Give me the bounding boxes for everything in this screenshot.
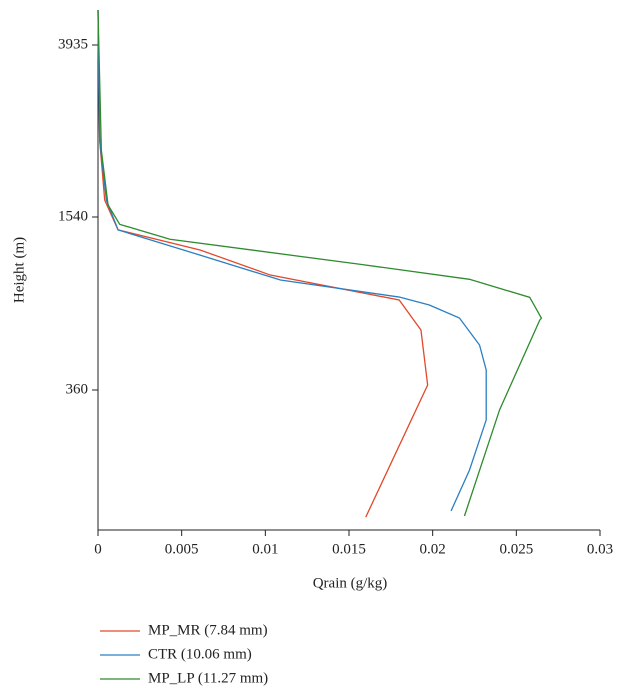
x-tick-label: 0.005 xyxy=(165,541,199,557)
x-tick-label: 0.02 xyxy=(420,541,446,557)
x-tick-label: 0.015 xyxy=(332,541,366,557)
data-line xyxy=(97,9,543,517)
x-tick-label: 0 xyxy=(94,541,102,557)
y-axis-label: Height (m) xyxy=(11,237,27,303)
x-tick-label: 0.03 xyxy=(587,541,613,557)
x-tick-label: 0.025 xyxy=(499,541,533,557)
legend-label: CTR (10.06 mm) xyxy=(148,646,252,662)
y-tick-label: 3935 xyxy=(58,36,88,52)
x-axis-label: Qrain (g/kg) xyxy=(313,575,388,591)
data-line xyxy=(97,9,429,518)
y-tick-label: 1540 xyxy=(58,208,88,224)
data-line xyxy=(97,9,487,512)
legend-label: MP_MR (7.84 mm) xyxy=(148,622,268,638)
x-tick-label: 0.01 xyxy=(252,541,278,557)
y-tick-label: 360 xyxy=(66,381,89,397)
legend-label: MP_LP (11.27 mm) xyxy=(148,670,268,686)
